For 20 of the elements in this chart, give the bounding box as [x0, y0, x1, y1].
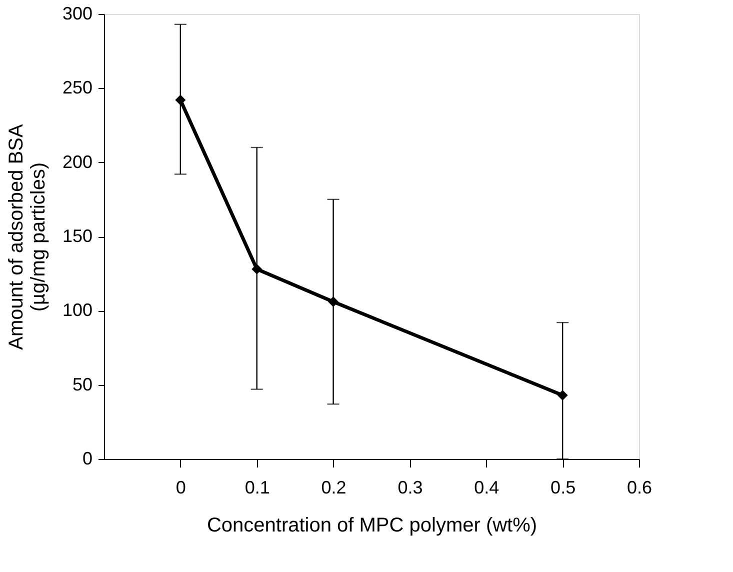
x-tick-label: 0.6 [626, 478, 652, 498]
x-tick-label: 0.2 [321, 478, 346, 498]
y-tick-label: 200 [62, 152, 92, 172]
y-tick-label: 0 [82, 448, 92, 468]
x-tick-label: 0.3 [398, 478, 423, 498]
x-tick-label: 0 [176, 478, 186, 498]
y-tick-label: 50 [72, 374, 92, 394]
point [175, 94, 186, 106]
y-tick-label: 250 [62, 78, 92, 98]
x-axis-title: Concentration of MPC polymer (wt%) [206, 514, 538, 536]
y-tick-label: 300 [62, 4, 92, 24]
y-axis-title: Amount of adsorbed BSA (µg/mg particles) [5, 124, 50, 350]
x-tick-label: 0.5 [550, 478, 576, 498]
x-tick-label: 0.4 [474, 478, 500, 498]
y-tick-label: 150 [62, 226, 92, 246]
point [252, 264, 262, 274]
y-tick-label: 100 [62, 300, 92, 320]
point [557, 390, 568, 400]
point [328, 296, 339, 308]
x-tick-label: 0.1 [244, 478, 270, 498]
